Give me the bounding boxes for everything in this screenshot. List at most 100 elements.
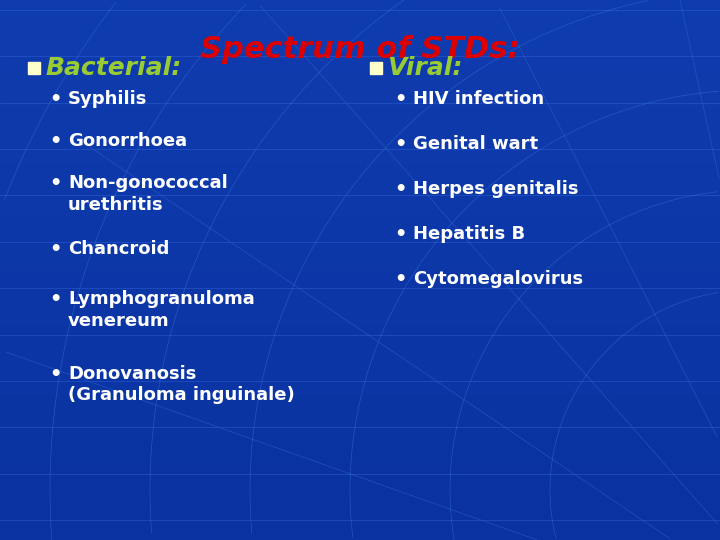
Bar — [28, 62, 40, 74]
Bar — [0, 302, 720, 308]
Text: Syphilis: Syphilis — [68, 90, 148, 108]
Bar — [0, 178, 720, 184]
Bar — [0, 135, 720, 140]
Bar — [0, 502, 720, 508]
Bar — [0, 459, 720, 464]
Bar — [0, 454, 720, 459]
Bar — [0, 275, 720, 281]
Bar — [0, 356, 720, 362]
Text: •: • — [49, 240, 61, 259]
Bar — [0, 324, 720, 329]
Bar — [0, 124, 720, 130]
Text: Genital wart: Genital wart — [413, 135, 538, 153]
Bar — [0, 70, 720, 76]
Bar — [0, 367, 720, 373]
Bar — [0, 497, 720, 502]
Text: Non-gonococcal
urethritis: Non-gonococcal urethritis — [68, 174, 228, 213]
Bar — [0, 216, 720, 221]
Text: •: • — [394, 180, 406, 199]
Bar — [0, 270, 720, 275]
Text: •: • — [49, 90, 61, 109]
Bar — [0, 38, 720, 43]
Bar — [0, 535, 720, 540]
Bar — [370, 62, 382, 74]
Bar — [0, 11, 720, 16]
Bar — [0, 162, 720, 167]
Bar — [0, 243, 720, 248]
Bar — [0, 232, 720, 238]
Bar — [0, 329, 720, 335]
Bar — [0, 362, 720, 367]
Bar — [0, 389, 720, 394]
Bar — [0, 151, 720, 157]
Bar — [0, 373, 720, 378]
Bar — [0, 59, 720, 65]
Bar — [0, 335, 720, 340]
Text: Lymphogranuloma
venereum: Lymphogranuloma venereum — [68, 290, 255, 329]
Bar — [0, 410, 720, 416]
Bar — [0, 173, 720, 178]
Bar — [0, 286, 720, 292]
Bar — [0, 140, 720, 146]
Bar — [0, 76, 720, 81]
Bar — [0, 65, 720, 70]
Bar — [0, 211, 720, 216]
Text: •: • — [394, 225, 406, 244]
Bar — [0, 43, 720, 49]
Bar — [0, 475, 720, 481]
Bar — [0, 313, 720, 319]
Bar — [0, 421, 720, 427]
Bar — [0, 265, 720, 270]
Bar — [0, 518, 720, 524]
Bar — [0, 259, 720, 265]
Bar — [0, 400, 720, 405]
Bar — [0, 108, 720, 113]
Bar — [0, 86, 720, 92]
Bar — [0, 92, 720, 97]
Text: HIV infection: HIV infection — [413, 90, 544, 108]
Bar — [0, 16, 720, 22]
Text: Herpes genitalis: Herpes genitalis — [413, 180, 578, 198]
Text: •: • — [394, 270, 406, 289]
Bar — [0, 470, 720, 475]
Bar — [0, 416, 720, 421]
Bar — [0, 432, 720, 437]
Bar — [0, 448, 720, 454]
Bar — [0, 464, 720, 470]
Bar — [0, 194, 720, 200]
Bar — [0, 227, 720, 232]
Bar — [0, 437, 720, 443]
Bar — [0, 491, 720, 497]
Bar — [0, 119, 720, 124]
Bar — [0, 97, 720, 103]
Bar — [0, 254, 720, 259]
Text: Viral:: Viral: — [387, 56, 462, 80]
Bar — [0, 427, 720, 432]
Bar — [0, 486, 720, 491]
Bar — [0, 394, 720, 400]
Text: •: • — [394, 135, 406, 154]
Text: •: • — [49, 290, 61, 309]
Text: •: • — [49, 365, 61, 384]
Text: Chancroid: Chancroid — [68, 240, 169, 258]
Bar — [0, 81, 720, 86]
Bar — [0, 248, 720, 254]
Bar — [0, 319, 720, 324]
Text: Spectrum of STDs:: Spectrum of STDs: — [200, 35, 520, 64]
Text: Gonorrhoea: Gonorrhoea — [68, 132, 187, 150]
Bar — [0, 22, 720, 27]
Bar — [0, 529, 720, 535]
Bar — [0, 481, 720, 486]
Bar — [0, 184, 720, 189]
Bar — [0, 383, 720, 389]
Bar — [0, 238, 720, 243]
Bar — [0, 378, 720, 383]
Text: Cytomegalovirus: Cytomegalovirus — [413, 270, 583, 288]
Bar — [0, 0, 720, 5]
Bar — [0, 351, 720, 356]
Bar — [0, 146, 720, 151]
Bar — [0, 130, 720, 135]
Text: •: • — [394, 90, 406, 109]
Bar — [0, 49, 720, 54]
Bar — [0, 292, 720, 297]
